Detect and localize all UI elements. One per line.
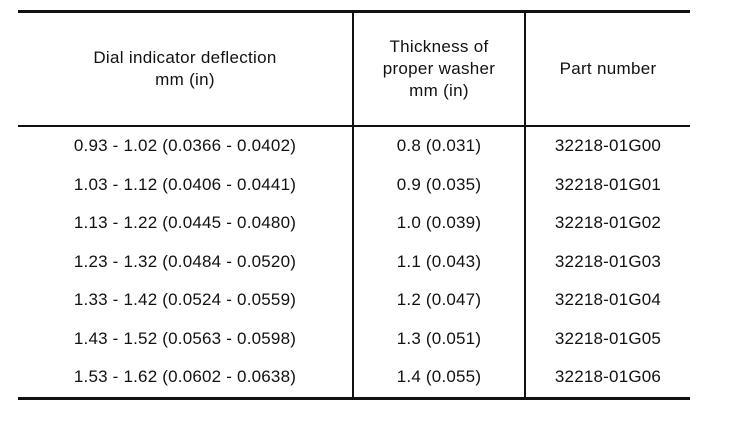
header-line: Thickness of (389, 37, 489, 56)
header-line: Part number (559, 59, 657, 78)
thickness-cell: 1.1 (0.043) (396, 251, 482, 271)
header-washer-thickness: Thickness of proper washer mm (in) (354, 13, 524, 125)
deflection-cell: 1.33 - 1.42 (0.0524 - 0.0559) (73, 290, 297, 310)
table-row: 1.33 - 1.42 (0.0524 - 0.0559) 1.2 (0.047… (18, 281, 690, 320)
thickness-cell: 1.0 (0.039) (396, 213, 482, 233)
table-top-rule (18, 10, 690, 13)
deflection-cell: 1.53 - 1.62 (0.0602 - 0.0638) (73, 367, 297, 387)
thickness-cell: 0.8 (0.031) (396, 136, 482, 156)
table-bottom-rule (18, 397, 690, 400)
column-divider (524, 13, 526, 397)
header-part-number: Part number (526, 13, 690, 125)
header-dial-indicator-deflection: Dial indicator deflection mm (in) (18, 13, 352, 125)
table-row: 1.13 - 1.22 (0.0445 - 0.0480) 1.0 (0.039… (18, 204, 690, 243)
column-divider (352, 13, 354, 397)
header-divider-rule (18, 125, 690, 127)
deflection-cell: 1.23 - 1.32 (0.0484 - 0.0520) (73, 251, 297, 271)
header-line: mm (in) (155, 70, 215, 89)
deflection-cell: 1.43 - 1.52 (0.0563 - 0.0598) (73, 328, 297, 348)
part-number-cell: 32218-01G02 (554, 213, 662, 233)
header-line: mm (in) (409, 81, 469, 100)
thickness-cell: 1.2 (0.047) (396, 290, 482, 310)
table-row: 1.53 - 1.62 (0.0602 - 0.0638) 1.4 (0.055… (18, 358, 690, 397)
table-row: 1.03 - 1.12 (0.0406 - 0.0441) 0.9 (0.035… (18, 166, 690, 205)
deflection-cell: 0.93 - 1.02 (0.0366 - 0.0402) (73, 136, 297, 156)
part-number-cell: 32218-01G03 (554, 251, 662, 271)
table-row: 1.23 - 1.32 (0.0484 - 0.0520) 1.1 (0.043… (18, 243, 690, 282)
thickness-cell: 1.3 (0.051) (396, 328, 482, 348)
table-row: 0.93 - 1.02 (0.0366 - 0.0402) 0.8 (0.031… (18, 127, 690, 166)
part-number-cell: 32218-01G05 (554, 328, 662, 348)
washer-selection-table: Dial indicator deflection mm (in) Thickn… (18, 10, 690, 400)
part-number-cell: 32218-01G04 (554, 290, 662, 310)
thickness-cell: 1.4 (0.055) (396, 367, 482, 387)
table-row: 1.43 - 1.52 (0.0563 - 0.0598) 1.3 (0.051… (18, 320, 690, 359)
part-number-cell: 32218-01G06 (554, 367, 662, 387)
header-line: Dial indicator deflection (93, 48, 277, 67)
deflection-cell: 1.13 - 1.22 (0.0445 - 0.0480) (73, 213, 297, 233)
table-body: 0.93 - 1.02 (0.0366 - 0.0402) 0.8 (0.031… (18, 127, 690, 397)
part-number-cell: 32218-01G01 (554, 174, 662, 194)
deflection-cell: 1.03 - 1.12 (0.0406 - 0.0441) (73, 174, 297, 194)
part-number-cell: 32218-01G00 (554, 136, 662, 156)
header-line: proper washer (382, 59, 496, 78)
thickness-cell: 0.9 (0.035) (396, 174, 482, 194)
